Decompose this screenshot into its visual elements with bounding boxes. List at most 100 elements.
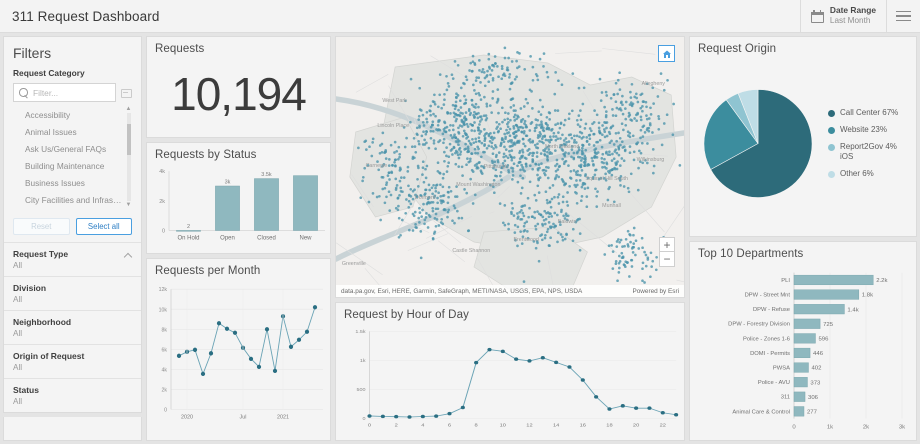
request-by-hour-chart[interactable]: 0 500 1k 1.5k 0 2 4 6 8 10 12 14 16 18 20 22 bbox=[336, 323, 684, 440]
app-header: 311 Request Dashboard Date Range Last Mo… bbox=[0, 0, 920, 33]
request-map-card[interactable]: West Park Lincoln Place Pittsburgh Mount Wa… bbox=[335, 36, 685, 298]
home-extent-icon[interactable] bbox=[658, 45, 675, 62]
svg-text:402: 402 bbox=[811, 366, 821, 372]
chevron-up-icon[interactable] bbox=[124, 251, 132, 259]
svg-text:6: 6 bbox=[448, 423, 451, 428]
svg-text:Police - Zones 1-6: Police - Zones 1-6 bbox=[743, 337, 790, 343]
filter-row-neighborhood[interactable]: Neighborhood All bbox=[4, 310, 141, 344]
request-by-hour-card: Request by Hour of Day 0 500 1k 1.5k 0 2 4 6 8 10… bbox=[335, 302, 685, 441]
svg-text:0: 0 bbox=[162, 229, 165, 235]
svg-text:18: 18 bbox=[606, 423, 612, 428]
date-range-selector[interactable]: Date Range Last Month bbox=[799, 0, 886, 32]
svg-text:20: 20 bbox=[633, 423, 639, 428]
svg-text:3.5k: 3.5k bbox=[261, 172, 272, 178]
filter-row-division[interactable]: Division All bbox=[4, 276, 141, 310]
category-item[interactable]: City Facilities and Infrastructure bbox=[25, 194, 123, 205]
request-by-hour-title: Request by Hour of Day bbox=[344, 309, 469, 321]
hamburger-menu-icon[interactable] bbox=[886, 0, 920, 32]
svg-text:0: 0 bbox=[164, 407, 167, 413]
filter-name: Request Type bbox=[13, 249, 69, 259]
legend-item[interactable]: Other 6% bbox=[828, 169, 910, 179]
legend-item[interactable]: Website 23% bbox=[828, 125, 910, 135]
category-search-input[interactable]: Filter... bbox=[13, 83, 116, 102]
scroll-down-icon[interactable]: ▼ bbox=[125, 202, 132, 208]
top-10-departments-card: Top 10 Departments 0 1k 2k 3k 2.2k PLI 1.8k DPW… bbox=[689, 241, 917, 441]
svg-text:West Park: West Park bbox=[382, 98, 407, 104]
filter-row-origin-of-request[interactable]: Origin of Request All bbox=[4, 344, 141, 378]
category-item[interactable]: Accessibility bbox=[25, 109, 71, 120]
filter-row-request-type[interactable]: Request Type All bbox=[4, 242, 141, 276]
category-item[interactable]: Ask Us/General FAQs bbox=[25, 143, 107, 154]
svg-text:446: 446 bbox=[813, 351, 823, 357]
zoom-out-button[interactable]: − bbox=[659, 252, 675, 267]
clear-filter-icon[interactable] bbox=[120, 87, 132, 98]
request-origin-title: Request Origin bbox=[698, 43, 777, 55]
filters-panel: Filters Request Category Filter... Acces… bbox=[3, 36, 142, 413]
svg-text:4k: 4k bbox=[159, 169, 165, 175]
legend-item[interactable]: Report2Gov 4% iOS bbox=[828, 142, 910, 162]
svg-text:DPW - Refuse: DPW - Refuse bbox=[753, 307, 790, 313]
svg-text:0: 0 bbox=[363, 416, 366, 421]
svg-text:2021: 2021 bbox=[277, 415, 289, 421]
svg-text:Closed: Closed bbox=[257, 236, 276, 242]
map-zoom-controls[interactable]: + − bbox=[659, 237, 675, 267]
select-all-button[interactable]: Select all bbox=[75, 218, 132, 235]
svg-text:4k: 4k bbox=[162, 367, 168, 373]
svg-text:On Hold: On Hold bbox=[178, 236, 200, 242]
category-item[interactable]: Building Maintenance bbox=[25, 160, 105, 171]
svg-text:0: 0 bbox=[792, 425, 795, 431]
requests-per-month-chart[interactable]: 0 2k 4k 6k 8k 10k 12k 2020 Jul 2021 bbox=[147, 279, 330, 440]
svg-text:Greenville: Greenville bbox=[342, 261, 366, 267]
svg-text:500: 500 bbox=[357, 387, 366, 392]
zoom-in-button[interactable]: + bbox=[659, 237, 675, 252]
svg-text:0: 0 bbox=[368, 423, 371, 428]
reset-button[interactable]: Reset bbox=[13, 218, 70, 235]
powered-by-text: Powered by Esri bbox=[632, 287, 679, 295]
requests-by-status-chart[interactable]: 0 2k 4k 2 On Hold 3k Open 3.5k Closed New bbox=[147, 163, 330, 253]
filter-name: Status bbox=[13, 385, 39, 395]
filter-name: Division bbox=[13, 283, 47, 293]
map-canvas[interactable]: West Park Lincoln Place Pittsburgh Mount Wa… bbox=[336, 37, 684, 297]
svg-text:New: New bbox=[300, 236, 313, 242]
request-category-label: Request Category bbox=[13, 68, 85, 78]
svg-text:8k: 8k bbox=[162, 327, 168, 333]
filter-name: Neighborhood bbox=[13, 317, 72, 327]
requests-kpi-card: Requests 10,194 bbox=[146, 36, 331, 138]
svg-text:Castle Shannon: Castle Shannon bbox=[452, 248, 490, 254]
svg-text:Jul: Jul bbox=[240, 415, 247, 421]
filter-value: All bbox=[13, 295, 23, 304]
svg-text:596: 596 bbox=[818, 337, 828, 343]
svg-text:16: 16 bbox=[580, 423, 586, 428]
svg-text:Animal Care & Control: Animal Care & Control bbox=[732, 410, 790, 416]
svg-text:10k: 10k bbox=[159, 307, 168, 313]
scrollbar-thumb[interactable] bbox=[126, 123, 131, 156]
svg-text:1.8k: 1.8k bbox=[862, 293, 873, 299]
legend-item[interactable]: Call Center 67% bbox=[828, 108, 910, 118]
category-list[interactable]: Accessibility Animal Issues Ask Us/Gener… bbox=[13, 106, 132, 208]
category-list-scrollbar[interactable]: ▲ ▼ bbox=[125, 106, 132, 208]
category-item[interactable]: Business Issues bbox=[25, 177, 85, 188]
requests-by-status-title: Requests by Status bbox=[155, 149, 257, 161]
filter-name: Origin of Request bbox=[13, 351, 85, 361]
svg-text:Police - AVU: Police - AVU bbox=[758, 380, 790, 386]
top-10-departments-chart[interactable]: 0 1k 2k 3k 2.2k PLI 1.8k DPW - Street Mnt 1.4k DP… bbox=[690, 262, 916, 440]
svg-text:22: 22 bbox=[660, 423, 666, 428]
filter-value: All bbox=[13, 363, 23, 372]
svg-text:1k: 1k bbox=[360, 358, 366, 363]
svg-text:3k: 3k bbox=[225, 179, 231, 185]
svg-text:Brentwood: Brentwood bbox=[513, 237, 538, 243]
svg-text:DOMI - Permits: DOMI - Permits bbox=[750, 351, 790, 357]
svg-text:Pittsburgh: Pittsburgh bbox=[484, 164, 508, 170]
request-origin-chart[interactable]: Call Center 67% Website 23% Report2Gov 4… bbox=[690, 57, 916, 236]
scroll-up-icon[interactable]: ▲ bbox=[125, 106, 132, 112]
svg-text:2.2k: 2.2k bbox=[876, 278, 887, 284]
filter-value: All bbox=[13, 397, 23, 406]
filter-row-status[interactable]: Status All bbox=[4, 378, 141, 412]
center-column: West Park Lincoln Place Pittsburgh Mount Wa… bbox=[335, 36, 685, 441]
request-category-filter: Request Category Filter... Accessibility… bbox=[4, 68, 141, 214]
left-chart-column: Requests 10,194 Requests by Status 0 2k 4k… bbox=[146, 36, 331, 441]
svg-text:PLI: PLI bbox=[781, 278, 790, 284]
svg-text:14: 14 bbox=[553, 423, 559, 428]
category-item[interactable]: Animal Issues bbox=[25, 126, 77, 137]
